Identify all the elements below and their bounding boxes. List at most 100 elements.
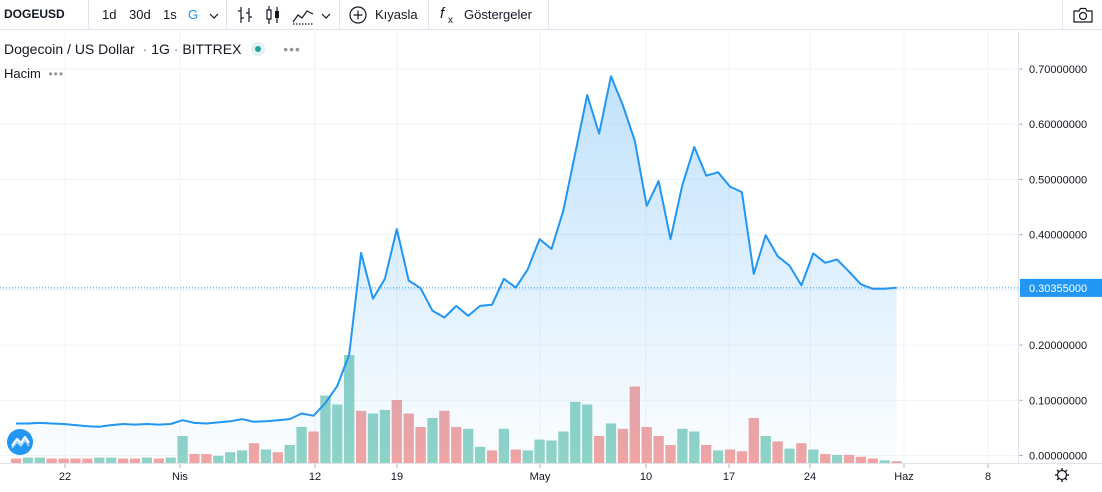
legend-exchange: BITTREX [182,41,242,57]
price-point [396,229,397,230]
price-point [670,239,671,240]
volume-label: Hacim [4,66,41,81]
price-point [75,425,76,426]
camera-icon[interactable] [1072,5,1094,30]
price-point [134,424,135,425]
time-axis[interactable]: 22 Nis 12 19 May 10 17 24 Haz 8 [0,463,1102,486]
price-point [349,354,350,355]
price-point [634,140,635,141]
chevron-down-icon[interactable] [321,8,331,26]
time-tick-label: Haz [894,471,914,483]
price-point [468,315,469,316]
volume-bar [736,451,748,463]
price-point [848,271,849,272]
chevron-down-icon[interactable] [209,8,219,26]
price-point [694,146,695,147]
price-point [729,186,730,187]
compare-plus-icon[interactable] [348,5,368,30]
price-point [777,256,778,257]
time-tick-label: 19 [391,471,403,483]
interval-g-button[interactable]: G [188,7,199,22]
range-30d-button[interactable]: 30d [129,7,151,22]
price-point [63,423,64,424]
price-point [230,421,231,422]
price-point [753,273,754,274]
price-point [599,133,600,134]
price-tick-label: 0.70000000 [1029,64,1087,76]
volume-bar [522,450,533,463]
range-1d-button[interactable]: 1d [102,7,117,22]
volume-bar [94,457,105,463]
chart-pane[interactable] [0,31,1018,463]
price-point [51,423,52,424]
time-tick-label: 24 [804,471,816,483]
volume-bar [106,457,117,463]
current-price-tag-bg [1020,278,1102,297]
price-point [718,172,719,173]
svg-text:x: x [448,15,453,26]
candles-chart-icon[interactable] [264,5,282,30]
chart-legend: Dogecoin / US Dollar · 1G · BITTREX ••• [4,41,301,57]
toolbar-divider [226,0,227,30]
price-point [87,426,88,427]
price-point [158,424,159,425]
settings-gear-icon[interactable] [1055,468,1069,482]
time-tick-label: Nis [172,471,188,483]
price-point [408,280,409,281]
legend-more-icon[interactable]: ••• [283,41,301,57]
price-point [575,152,576,153]
volume-bar [855,456,867,463]
price-point [801,285,802,286]
symbol-search[interactable]: DOGEUSD [4,7,65,21]
volume-bar [879,460,890,463]
time-scale[interactable]: 22 Nis 12 19 May 10 17 24 Haz 8 [0,464,1102,487]
market-status-icon[interactable] [251,42,266,56]
price-point [206,423,207,424]
tradingview-logo-icon[interactable] [6,428,34,461]
price-axis[interactable]: 0.70000000 0.60000000 0.50000000 0.40000000… [1018,31,1102,463]
price-point [432,310,433,311]
volume-bar [831,454,843,463]
price-point [789,265,790,266]
volume-bar [117,458,129,463]
price-point [27,423,28,424]
interval-1s-button[interactable]: 1s [163,7,177,22]
area-chart-icon[interactable] [292,5,314,30]
price-tick-label: 0.50000000 [1029,174,1087,186]
price-point [860,284,861,285]
volume-bar [891,461,902,463]
time-tick-label: 22 [59,471,71,483]
price-point [170,423,171,424]
price-point [551,248,552,249]
volume-bar [70,458,81,463]
price-point [765,235,766,236]
time-tick-label: 17 [723,471,735,483]
volume-more-icon[interactable]: ••• [48,67,65,81]
price-point [325,402,326,403]
volume-bar [843,454,855,463]
legend-title: Dogecoin / US Dollar [4,41,135,57]
price-point [610,76,611,77]
price-point [503,278,504,279]
price-scale[interactable]: 0.70000000 0.60000000 0.50000000 0.40000000… [1019,31,1102,463]
price-tick-label: 0.20000000 [1029,340,1087,352]
price-point [563,210,564,211]
time-tick-label: 12 [309,471,321,483]
volume-bar [724,449,736,463]
volume-bar [225,452,236,463]
price-point [289,419,290,420]
volume-bar [808,449,819,463]
volume-bar [712,450,724,463]
compare-button[interactable]: Kıyasla [375,7,418,22]
price-point [658,181,659,182]
price-point [837,259,838,260]
price-chart[interactable] [0,31,1018,463]
volume-bar [213,455,224,463]
price-point [741,192,742,193]
bars-chart-icon[interactable] [236,5,254,30]
volume-bar [272,452,283,463]
legend-interval: 1G [151,41,170,57]
price-point [337,385,338,386]
indicators-button[interactable]: Göstergeler [464,7,532,22]
